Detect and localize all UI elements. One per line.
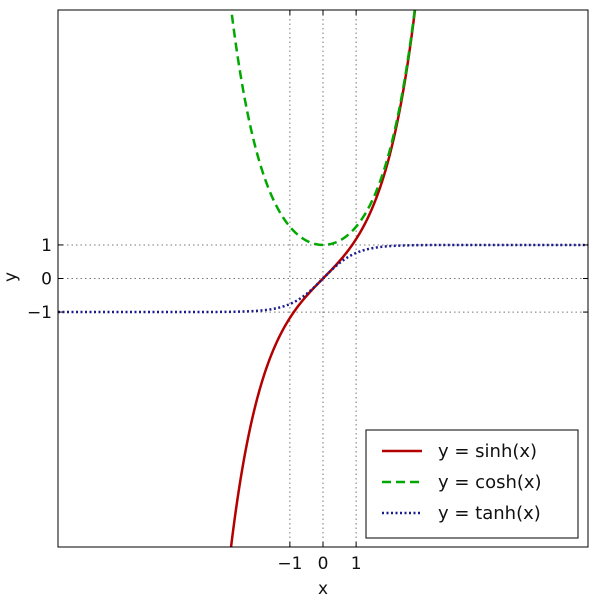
x-tick-label: 0	[318, 554, 329, 574]
x-tick-label: 1	[351, 554, 362, 574]
x-ticks: −1 0 1	[277, 10, 362, 574]
grid-lines	[58, 10, 588, 547]
legend-label-tanh: y = tanh(x)	[438, 503, 541, 524]
y-ticks: −1 0 1	[27, 236, 588, 323]
y-tick-label: 1	[41, 236, 52, 256]
y-tick-label: −1	[27, 303, 52, 323]
legend-label-sinh: y = sinh(x)	[438, 441, 537, 462]
series-line-tanh	[58, 243, 588, 314]
series-lines	[58, 10, 588, 547]
legend: y = sinh(x) y = cosh(x) y = tanh(x)	[365, 429, 579, 539]
series-line-cosh	[230, 10, 416, 247]
legend-box	[365, 429, 579, 539]
x-axis-label: x	[318, 579, 328, 599]
y-tick-label: 0	[41, 270, 52, 290]
legend-label-cosh: y = cosh(x)	[438, 472, 542, 493]
x-tick-label: −1	[277, 554, 302, 574]
y-axis-label: y	[1, 272, 21, 282]
